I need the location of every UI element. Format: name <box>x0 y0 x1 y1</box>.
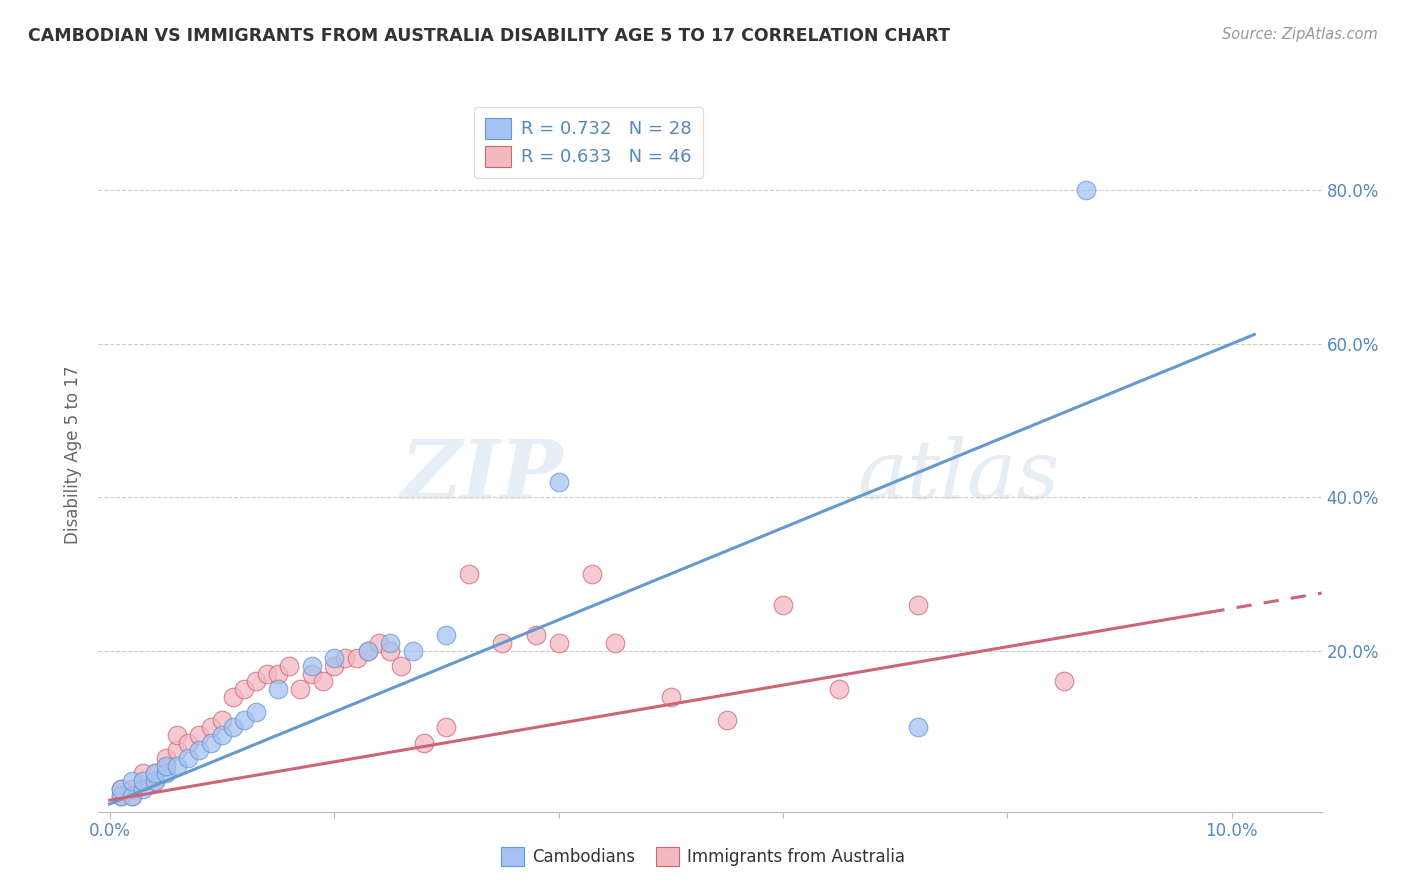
Point <box>211 728 233 742</box>
Point <box>491 636 513 650</box>
Point <box>357 643 380 657</box>
Point <box>256 666 278 681</box>
Point <box>1052 674 1074 689</box>
Point <box>346 651 368 665</box>
Point <box>155 758 177 772</box>
Point <box>301 659 323 673</box>
Text: atlas: atlas <box>856 436 1059 516</box>
Point <box>335 651 357 665</box>
Point <box>143 774 166 789</box>
Point <box>659 690 682 704</box>
Point <box>312 674 335 689</box>
Point <box>110 789 132 804</box>
Point <box>143 766 166 780</box>
Point <box>166 758 188 772</box>
Point <box>290 681 312 696</box>
Point <box>434 720 457 734</box>
Point <box>143 766 166 780</box>
Point <box>121 789 143 804</box>
Point <box>233 713 256 727</box>
Point <box>132 774 155 789</box>
Text: CAMBODIAN VS IMMIGRANTS FROM AUSTRALIA DISABILITY AGE 5 TO 17 CORRELATION CHART: CAMBODIAN VS IMMIGRANTS FROM AUSTRALIA D… <box>28 27 950 45</box>
Point <box>412 736 434 750</box>
Point <box>457 566 479 581</box>
Y-axis label: Disability Age 5 to 17: Disability Age 5 to 17 <box>65 366 83 544</box>
Point <box>188 728 211 742</box>
Point <box>357 643 380 657</box>
Point <box>581 566 603 581</box>
Point <box>166 743 188 757</box>
Point <box>121 781 143 796</box>
Point <box>155 751 177 765</box>
Point <box>323 659 346 673</box>
Point <box>368 636 391 650</box>
Text: Source: ZipAtlas.com: Source: ZipAtlas.com <box>1222 27 1378 42</box>
Point <box>278 659 301 673</box>
Point <box>177 736 200 750</box>
Point <box>155 758 177 772</box>
Point <box>110 781 132 796</box>
Point <box>434 628 457 642</box>
Point <box>143 774 166 789</box>
Point <box>211 713 233 727</box>
Point <box>301 666 323 681</box>
Point <box>391 659 413 673</box>
Point <box>603 636 626 650</box>
Point <box>547 475 569 489</box>
Point <box>166 728 188 742</box>
Point <box>121 789 143 804</box>
Point <box>110 781 132 796</box>
Point <box>155 766 177 780</box>
Point <box>1074 183 1097 197</box>
Point <box>121 774 143 789</box>
Legend: Cambodians, Immigrants from Australia: Cambodians, Immigrants from Australia <box>492 838 914 875</box>
Point <box>267 681 290 696</box>
Point <box>222 690 245 704</box>
Point <box>524 628 547 642</box>
Point <box>547 636 569 650</box>
Point <box>907 598 929 612</box>
Point <box>245 674 267 689</box>
Point <box>245 705 267 719</box>
Text: ZIP: ZIP <box>401 436 564 516</box>
Point <box>772 598 794 612</box>
Point <box>828 681 851 696</box>
Point <box>188 743 211 757</box>
Point <box>200 736 222 750</box>
Point <box>380 636 402 650</box>
Point <box>110 789 132 804</box>
Point <box>401 643 423 657</box>
Point <box>222 720 245 734</box>
Point <box>267 666 290 681</box>
Point <box>233 681 256 696</box>
Point <box>323 651 346 665</box>
Point <box>177 751 200 765</box>
Point <box>132 781 155 796</box>
Point <box>200 720 222 734</box>
Point <box>716 713 738 727</box>
Point <box>380 643 402 657</box>
Point <box>132 766 155 780</box>
Point <box>132 774 155 789</box>
Legend: R = 0.732   N = 28, R = 0.633   N = 46: R = 0.732 N = 28, R = 0.633 N = 46 <box>474 107 703 178</box>
Point <box>907 720 929 734</box>
